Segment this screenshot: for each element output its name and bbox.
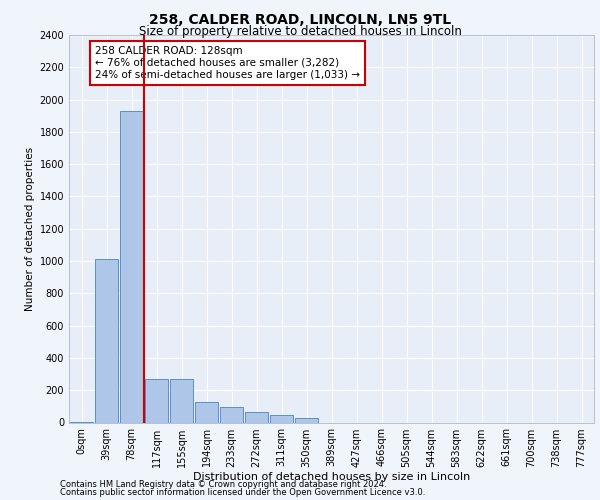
Bar — [270, 415, 293, 422]
Text: Contains public sector information licensed under the Open Government Licence v3: Contains public sector information licen… — [60, 488, 425, 497]
Bar — [245, 412, 268, 422]
Bar — [170, 379, 193, 422]
Bar — [95, 260, 118, 422]
Bar — [195, 402, 218, 422]
Bar — [145, 379, 168, 422]
Bar — [295, 418, 318, 422]
Bar — [220, 407, 243, 422]
Text: 258, CALDER ROAD, LINCOLN, LN5 9TL: 258, CALDER ROAD, LINCOLN, LN5 9TL — [149, 12, 451, 26]
Text: 258 CALDER ROAD: 128sqm
← 76% of detached houses are smaller (3,282)
24% of semi: 258 CALDER ROAD: 128sqm ← 76% of detache… — [95, 46, 360, 80]
Y-axis label: Number of detached properties: Number of detached properties — [25, 146, 35, 311]
Text: Contains HM Land Registry data © Crown copyright and database right 2024.: Contains HM Land Registry data © Crown c… — [60, 480, 386, 489]
X-axis label: Distribution of detached houses by size in Lincoln: Distribution of detached houses by size … — [193, 472, 470, 482]
Bar — [120, 111, 143, 422]
Text: Size of property relative to detached houses in Lincoln: Size of property relative to detached ho… — [139, 25, 461, 38]
